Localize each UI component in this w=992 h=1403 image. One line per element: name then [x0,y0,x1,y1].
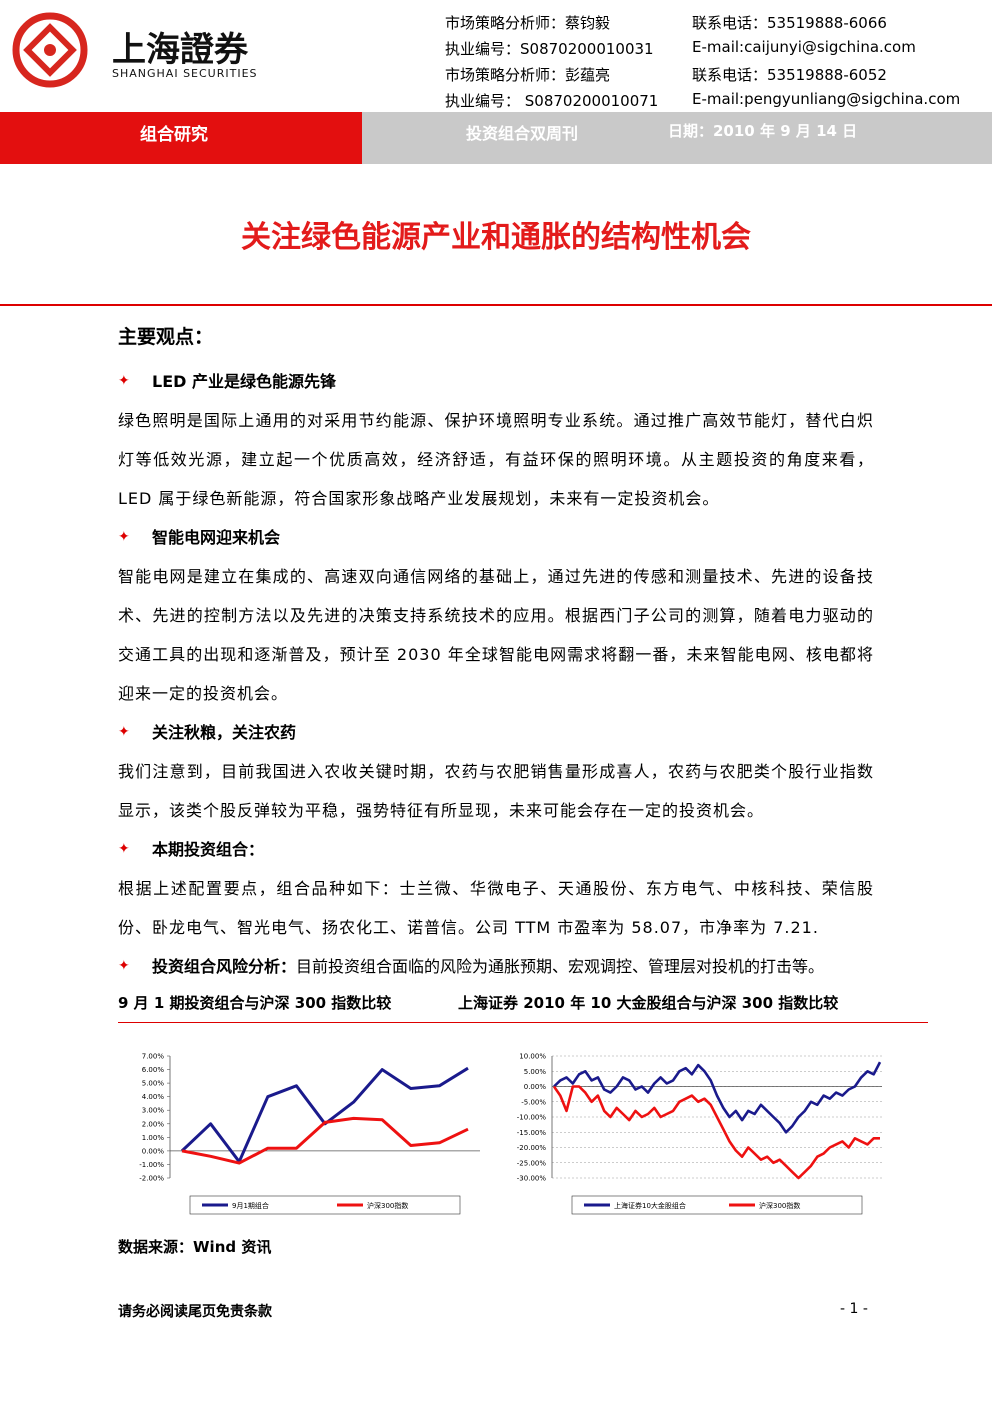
heading-text: 本期投资组合： [152,840,265,859]
contact-name: 市场策略分析师：蔡钧毅 [445,14,611,32]
band-series: 投资组合双周刊 [466,124,579,143]
y-tick-label: 5.00% [142,1080,165,1088]
page-number: - 1 - [840,1301,868,1317]
y-tick-label: 0.00% [142,1147,165,1155]
y-tick-label: -5.00% [521,1098,546,1106]
chart-rule [118,1022,928,1023]
chart: -30.00% -25.00% -20.00% -15.00% -10.00% -5.00… [517,1053,882,1215]
y-tick-label: 3.00% [142,1107,165,1115]
band-date: 日期：2010 年 9 月 14 日 [668,122,858,140]
legend-label: 沪深300指数 [367,1201,408,1210]
point-heading: ✦ LED 产业是绿色能源先锋 [118,362,874,401]
title-rule [0,304,992,306]
title: 关注绿色能源产业和通胀的结构性机会 [241,220,751,255]
heading-text: LED 产业是绿色能源先锋 [152,372,336,391]
logo-en: SHANGHAI SECURITIES [112,67,258,80]
inline-text: 目前投资组合面临的风险为通胀预期、宏观调控、管理层对投机的打击等。 [296,957,825,976]
contact-info: 联系电话：53519888-6052 [692,66,887,84]
legend-label: 9月1期组合 [232,1201,269,1210]
logo-cn: 上海證券 [112,30,248,70]
source: 数据来源：Wind 资讯 [118,1238,272,1256]
contact-info: E-mail:pengyunliang@sigchina.com [692,90,961,108]
y-tick-label: 0.00% [524,1083,547,1091]
series-line [552,1085,880,1180]
y-tick-label: -20.00% [517,1144,547,1152]
chart-title: 9 月 1 期投资组合与沪深 300 指数比较 [118,994,392,1012]
paragraph: 我们注意到，目前我国进入农收关键时期，农药与农肥销售量形成喜人，农药与农肥类个股… [118,762,874,820]
y-tick-label: 6.00% [142,1066,165,1074]
contact-name: 执业编号： S0870200010071 [445,92,659,110]
y-tick-label: -10.00% [517,1114,547,1122]
y-tick-label: 7.00% [142,1053,165,1061]
bullet: ✦ [118,958,130,974]
y-tick-label: -15.00% [517,1129,547,1137]
heading-text: 关注秋粮，关注农药 [152,723,297,742]
band-gray [362,112,992,164]
point-heading: ✦ 投资组合风险分析：目前投资组合面临的风险为通胀预期、宏观调控、管理层对投机的打… [118,947,874,986]
summary-heading: 主要观点： [118,326,214,348]
chart-title: 上海证券 2010 年 10 大金股组合与沪深 300 指数比较 [458,994,839,1012]
paragraph: 绿色照明是国际上通用的对采用节约能源、保护环境照明专业系统。通过推广高效节能灯，… [118,411,874,508]
bullet: ✦ [118,373,130,389]
contact-name: 市场策略分析师：彭蕴亮 [445,66,611,84]
series-line [180,1066,469,1164]
bullet: ✦ [118,841,130,857]
y-tick-label: 2.00% [142,1120,165,1128]
points: ✦ LED 产业是绿色能源先锋绿色照明是国际上通用的对采用节约能源、保护环境照明专… [118,362,874,986]
legend-label: 沪深300指数 [759,1201,800,1210]
bullet: ✦ [118,529,130,545]
legend-box [571,1195,863,1215]
y-tick-label: 5.00% [524,1068,547,1076]
contact-name: 执业编号：S0870200010031 [445,40,654,58]
logo-mark [12,12,88,88]
y-tick-label: -30.00% [517,1175,547,1183]
legend-label: 上海证券10大金股组合 [614,1201,686,1210]
point-heading: ✦ 智能电网迎来机会 [118,518,874,557]
paragraph: 根据上述配置要点，组合品种如下：士兰微、华微电子、天通股份、东方电气、中核科技、… [118,879,874,937]
contact-info: 联系电话：53519888-6066 [692,14,887,32]
series-line [553,1061,882,1134]
point-heading: ✦ 本期投资组合： [118,830,874,869]
bullet: ✦ [118,724,130,740]
contact-info: E-mail:caijunyi@sigchina.com [692,38,916,56]
legend-box [189,1195,461,1215]
chart: -2.00% -1.00% 0.00% 1.00% 2.00% 3.00% 4.00% 5.0… [139,1053,480,1215]
footer-notice: 请务必阅读尾页免责条款 [118,1304,272,1320]
paragraph: 智能电网是建立在集成的、高速双向通信网络的基础上，通过先进的传感和测量技术、先进… [118,567,874,703]
y-tick-label: 4.00% [142,1093,165,1101]
series-line [181,1116,469,1165]
y-tick-label: -1.00% [139,1161,164,1169]
point-heading: ✦ 关注秋粮，关注农药 [118,713,874,752]
y-tick-label: 10.00% [519,1053,546,1061]
heading-text: 投资组合风险分析： [152,957,297,976]
y-tick-label: 1.00% [142,1134,165,1142]
y-tick-label: -2.00% [139,1175,164,1183]
heading-text: 智能电网迎来机会 [152,528,281,547]
band-red [0,112,362,164]
band-section: 组合研究 [140,125,208,145]
y-tick-label: -25.00% [517,1159,547,1167]
